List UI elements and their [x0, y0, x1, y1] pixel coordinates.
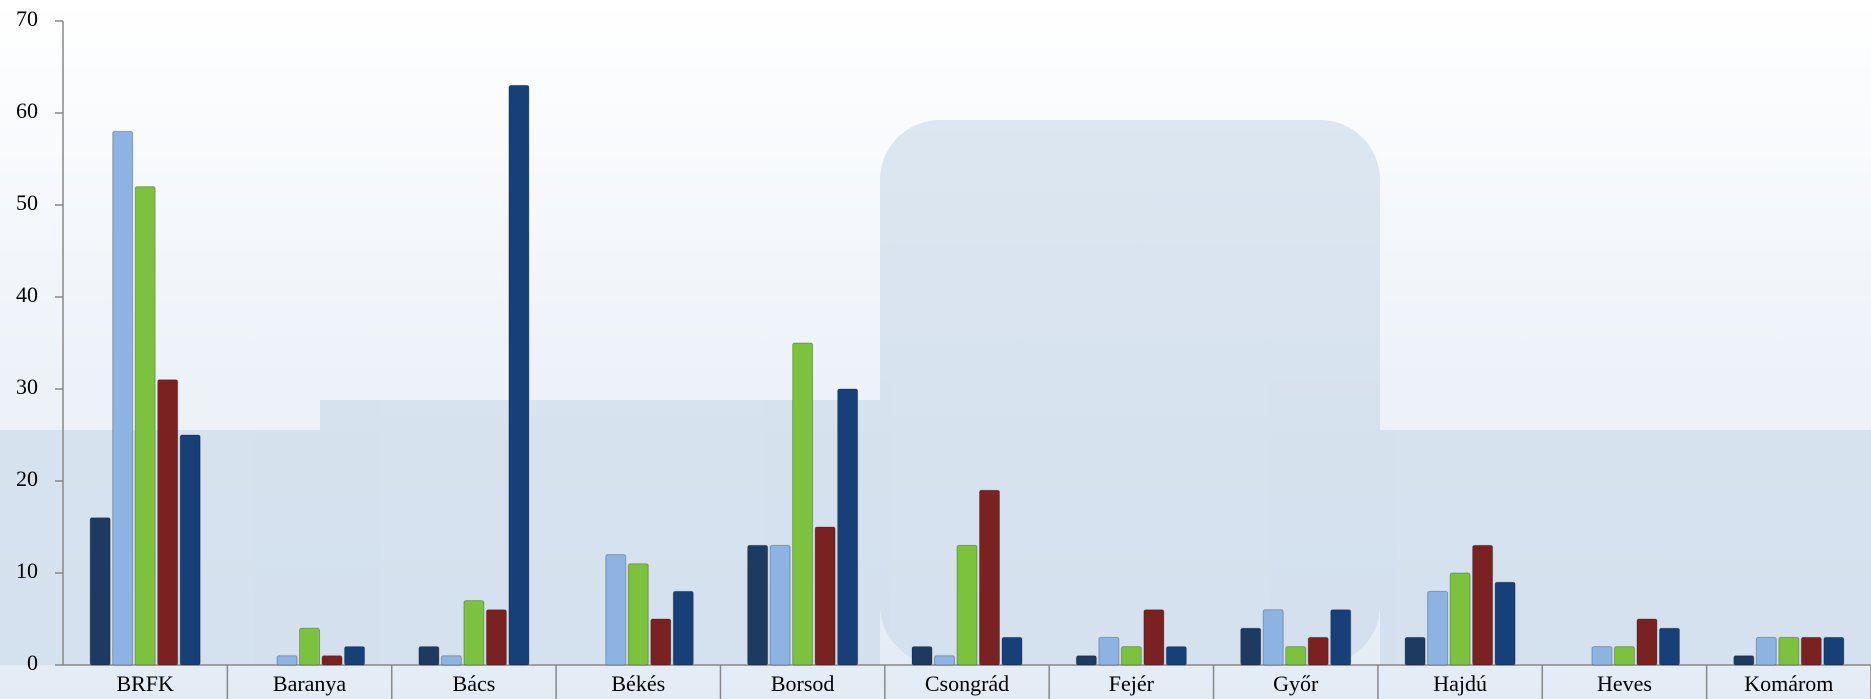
x-tick-label: Győr — [1273, 671, 1319, 696]
bar — [1472, 544, 1494, 666]
bar — [134, 186, 156, 666]
bar — [299, 627, 321, 666]
bar — [1449, 572, 1471, 666]
bar — [956, 544, 978, 666]
bar — [1591, 646, 1613, 666]
bar — [1143, 609, 1165, 666]
bar — [1658, 627, 1680, 666]
x-tick-label: Hajdú — [1433, 671, 1487, 696]
x-tick-label: Csongrád — [925, 671, 1009, 696]
x-tick-label: Bács — [453, 671, 496, 696]
bar — [650, 618, 672, 666]
bar — [1285, 646, 1307, 666]
bar — [1823, 636, 1845, 666]
y-tick-label: 40 — [16, 282, 38, 307]
bar — [1733, 655, 1755, 666]
bar — [1755, 636, 1777, 666]
y-tick-label: 30 — [16, 374, 38, 399]
bar — [837, 388, 859, 666]
bar — [792, 342, 814, 666]
x-tick-label: Borsod — [771, 671, 835, 696]
bar — [672, 590, 694, 666]
x-tick-label: Komárom — [1744, 671, 1833, 696]
y-tick-label: 50 — [16, 190, 38, 215]
bar — [1120, 646, 1142, 666]
bar — [179, 434, 201, 666]
bar — [769, 544, 791, 666]
bar — [485, 609, 507, 666]
bar — [605, 554, 627, 666]
x-tick-label: BRFK — [116, 671, 174, 696]
bar — [934, 655, 955, 666]
bar — [112, 130, 134, 666]
bar — [1330, 609, 1352, 666]
y-tick-label: 70 — [16, 6, 38, 31]
bar — [508, 84, 530, 666]
bar — [1636, 618, 1658, 666]
bar — [276, 655, 298, 666]
bar — [1001, 636, 1023, 666]
y-tick-label: 20 — [16, 466, 38, 491]
bar — [1613, 646, 1635, 666]
bar — [814, 526, 836, 666]
x-tick-label: Békés — [611, 671, 665, 696]
bar — [1778, 636, 1800, 666]
y-tick-label: 10 — [16, 558, 38, 583]
bar — [747, 544, 769, 666]
bar — [911, 646, 933, 666]
bar — [1165, 646, 1187, 666]
bar — [1404, 636, 1426, 666]
bar — [1494, 581, 1516, 666]
y-tick-label: 0 — [27, 650, 38, 675]
x-tick-label: Baranya — [273, 671, 347, 696]
bar — [157, 379, 179, 666]
bar — [1262, 609, 1284, 666]
bar — [1800, 636, 1822, 666]
bar — [1307, 636, 1329, 666]
bar — [1427, 590, 1449, 666]
bar — [344, 646, 366, 666]
bar — [1240, 627, 1262, 666]
bar — [463, 600, 485, 666]
x-tick-label: Heves — [1597, 671, 1652, 696]
x-tick-label: Fejér — [1109, 671, 1155, 696]
bar — [1075, 655, 1097, 666]
bar — [89, 517, 111, 666]
bar — [440, 655, 462, 666]
bar — [321, 655, 343, 666]
bar — [627, 563, 649, 666]
bar — [979, 489, 1000, 666]
bar — [1098, 636, 1120, 666]
bar — [418, 646, 440, 666]
y-tick-label: 60 — [16, 98, 38, 123]
